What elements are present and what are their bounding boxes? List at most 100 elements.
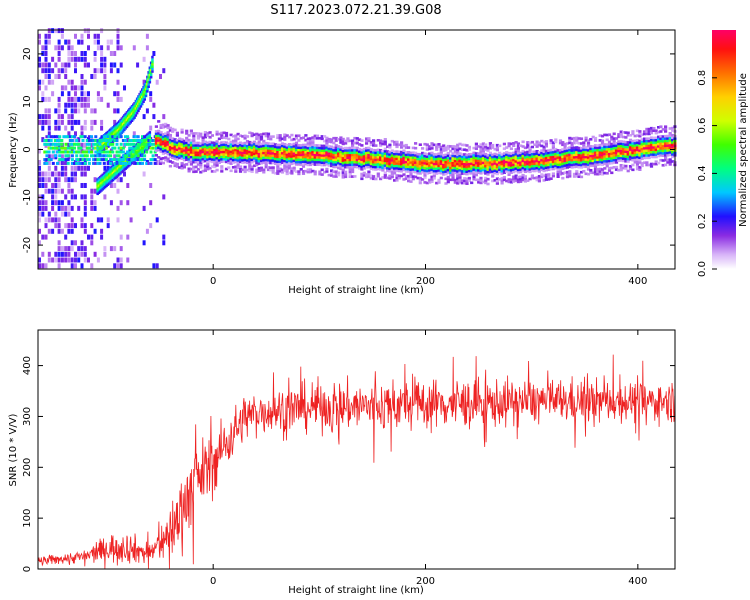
spectrogram-cell <box>479 157 483 161</box>
spectrogram-cell <box>104 173 107 177</box>
spectrogram-cell <box>149 96 153 102</box>
spectrogram-cell <box>355 149 359 152</box>
spectrogram-cell <box>367 170 371 174</box>
spectrogram-cell <box>666 151 670 155</box>
spectrogram-cell <box>404 146 408 149</box>
spectrogram-cell <box>668 132 672 135</box>
spectrogram-cell <box>379 151 383 154</box>
spectrogram-cell <box>591 159 595 163</box>
spectrogram-cell <box>234 146 238 149</box>
spectrogram-cell <box>125 125 129 129</box>
spectrogram-cell <box>491 143 495 147</box>
spectrogram-cell <box>266 158 271 162</box>
spectrogram-cell <box>390 175 394 179</box>
spectrogram-cell <box>149 150 153 154</box>
spectrogram-cell <box>100 177 103 180</box>
spectrogram-cell <box>526 167 530 170</box>
spectrogram-cell <box>285 146 289 149</box>
spectrogram-cell <box>123 119 126 122</box>
spectrogram-cell <box>283 159 287 163</box>
spectrogram-cell <box>593 156 598 159</box>
spectrogram-cell <box>479 164 483 168</box>
spectrogram-cell <box>51 183 55 188</box>
spectrogram-cell <box>206 146 210 149</box>
spectrogram-cell <box>269 166 273 169</box>
spectrogram-cell <box>444 160 448 164</box>
spectrogram-cell <box>393 169 397 173</box>
spectrogram-cell <box>414 161 418 164</box>
spectrogram-cell <box>577 173 581 176</box>
spectrogram-cell <box>535 140 539 144</box>
spectrogram-cell <box>201 138 205 142</box>
spectrogram-cell <box>369 155 373 158</box>
spectrogram-cell <box>568 175 572 178</box>
spectrogram-cell <box>374 158 378 162</box>
spectrogram-cell <box>367 158 371 162</box>
spectrogram-cell <box>128 112 131 116</box>
spectrogram-cell <box>54 177 58 183</box>
spectrogram-cell <box>70 150 74 154</box>
spectrogram-cell <box>234 139 238 142</box>
spectrogram-cell <box>130 109 134 113</box>
spectrogram-cell <box>584 160 588 164</box>
spectrogram-cell <box>519 180 523 183</box>
spectrogram-cell <box>100 51 104 56</box>
spectrogram-cell <box>320 154 324 157</box>
spectrogram-cell <box>416 164 420 168</box>
spectrogram-cell <box>269 168 273 172</box>
spectrogram-cell <box>397 157 401 161</box>
spectrogram-cell <box>341 176 345 179</box>
spectrogram-cell <box>318 163 322 166</box>
spectrogram-cell <box>250 132 254 135</box>
spectrogram-cell <box>523 177 527 181</box>
spectrogram-cell <box>570 163 574 167</box>
spectrogram-cell <box>610 154 614 158</box>
spectrogram-cell <box>283 138 287 141</box>
spectrogram-cell <box>171 142 175 145</box>
spectrogram-cell <box>671 145 675 149</box>
spectrogram-cell <box>123 163 126 167</box>
spectrogram-cell <box>397 160 401 163</box>
spectrogram-cell <box>57 96 61 102</box>
spectrogram-cell <box>118 173 121 176</box>
spectrogram-cell <box>315 149 320 152</box>
spectrogram-cell <box>652 143 656 147</box>
spectrogram-cell <box>577 156 581 159</box>
spectrogram-cell <box>498 156 502 160</box>
spectrogram-cell <box>283 164 287 168</box>
spectrogram-cell <box>100 146 104 150</box>
spectrogram-cell <box>43 161 47 165</box>
spectrogram-cell <box>467 160 471 163</box>
spectrogram-cell <box>603 171 607 175</box>
spectrogram-cell <box>486 170 490 174</box>
spectrogram-cell <box>556 163 560 166</box>
spectrogram-cell <box>145 33 149 39</box>
spectrogram-cell <box>659 158 663 162</box>
spectrogram-cell <box>397 174 401 178</box>
spectrogram-cell <box>570 161 574 164</box>
spectrogram-cell <box>278 158 282 161</box>
spectrogram-cell <box>114 169 117 172</box>
spectrogram-cell <box>605 152 609 156</box>
spectrogram-cell <box>80 223 84 229</box>
spectrogram-cell <box>234 160 238 164</box>
spectrogram-cell <box>563 161 567 165</box>
spectrogram-cell <box>460 157 464 161</box>
spectrogram-cell <box>51 150 55 154</box>
colorbar-label: Normalized spectral amplitude <box>738 73 749 227</box>
spectrogram-cell <box>386 145 390 148</box>
spectrogram-cell <box>414 163 418 167</box>
spectrogram-cell <box>315 158 320 162</box>
spectrogram-cell <box>104 139 108 142</box>
spectrogram-cell <box>397 155 401 158</box>
spectrogram-cell <box>77 251 81 257</box>
spectrogram-cell <box>341 147 345 150</box>
spectrogram-cell <box>540 151 544 155</box>
spectrogram-cell <box>64 102 68 108</box>
spectrogram-cell <box>38 183 41 188</box>
spectrogram-cell <box>123 85 126 91</box>
spectrogram-cell <box>661 164 665 167</box>
spectrogram-cell <box>285 172 289 176</box>
spectrogram-cell <box>514 160 518 163</box>
spectrogram-cell <box>463 181 467 185</box>
